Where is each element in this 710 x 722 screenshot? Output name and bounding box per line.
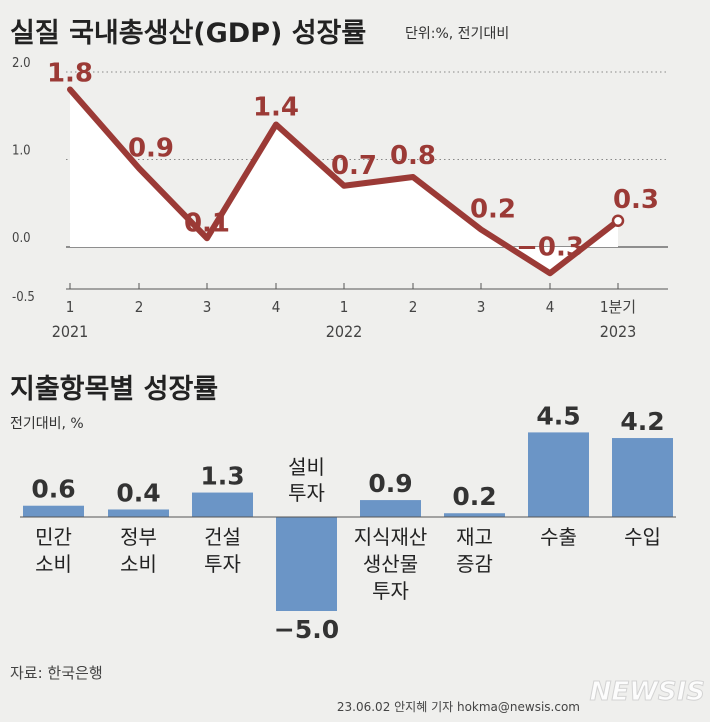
line-chart-value-labels: 1.8 0.9 0.1 1.4 0.7 0.8 0.2−0.3 0.3 <box>47 59 659 263</box>
bar-category-label: 투자 <box>372 579 409 603</box>
bar-value-label: 1.3 <box>200 462 244 491</box>
bar <box>23 505 84 517</box>
bar <box>444 513 505 517</box>
bar-category-label: 건설 <box>204 525 241 549</box>
line-chart-unit: 단위:%, 전기대비 <box>405 26 509 42</box>
source-text: 자료: 한국은행 <box>10 664 103 682</box>
x-tick-label: 1 <box>66 298 75 316</box>
line-chart-title: 실질 국내총생산(GDP) 성장률 <box>10 18 366 49</box>
x-tick-label: 1분기 <box>600 298 636 316</box>
line-value-label: 0.8 <box>390 141 436 171</box>
x-tick-label: 3 <box>203 298 212 316</box>
year-label: 2022 <box>326 322 363 341</box>
line-chart-area <box>70 89 618 274</box>
bar-category-label: 소비 <box>35 552 72 576</box>
bar-value-label: 0.2 <box>452 482 496 511</box>
line-value-label: 0.9 <box>128 133 174 163</box>
bar-category-label: 투자 <box>288 481 325 505</box>
line-value-label: 1.8 <box>47 59 93 89</box>
line-value-label: 0.7 <box>331 151 377 181</box>
y-tick-label: 0.0 <box>12 231 31 246</box>
bar-category-label: 설비 <box>288 455 325 479</box>
bar-category-label: 지식재산 <box>354 525 428 549</box>
year-label: 2023 <box>600 322 637 341</box>
bar-category-label: 재고 <box>456 525 493 549</box>
bar <box>276 517 337 611</box>
line-value-label: 0.2 <box>470 195 516 225</box>
bar <box>192 492 253 517</box>
bar-category-label: 민간 <box>35 525 72 549</box>
bar-category-label: 소비 <box>120 552 157 576</box>
x-tick-label: 2 <box>135 298 144 316</box>
line-chart-x-axis: 1 2 3 4 1 2 3 4 1분기 2021 2022 2023 <box>52 283 668 341</box>
bar-category-label: 투자 <box>204 552 241 576</box>
x-tick-label: 4 <box>272 298 281 316</box>
newsis-logo: NEWSIS <box>590 677 705 707</box>
bar-category-label: 수입 <box>624 525 661 549</box>
line-area-fill <box>70 89 618 274</box>
bar-value-label: 4.5 <box>536 401 580 430</box>
gdp-line <box>67 86 621 277</box>
bar-category-label: 증감 <box>456 552 493 576</box>
latest-point-marker <box>611 214 625 227</box>
bar-category-label: 수출 <box>540 525 577 549</box>
bar <box>360 500 421 517</box>
y-tick-label: 2.0 <box>12 56 31 71</box>
x-tick-label: 1 <box>340 298 349 316</box>
credit-text: 23.06.02 안지혜 기자 hokma@newsis.com <box>337 700 580 714</box>
year-label: 2021 <box>52 322 89 341</box>
bar <box>612 438 673 517</box>
bar-value-label: 0.4 <box>116 478 160 507</box>
bar-category-label: 정부 <box>120 525 157 549</box>
bar-chart-title: 지출항목별 성장률 <box>10 374 218 405</box>
line-value-label: 0.3 <box>613 185 659 215</box>
line-value-label: 1.4 <box>253 93 299 123</box>
bar-value-label: 0.9 <box>368 469 412 498</box>
bar-chart-unit: 전기대비, % <box>10 416 84 432</box>
bar-category-label: 생산물 <box>363 552 418 576</box>
bar-value-label: 4.2 <box>620 407 664 436</box>
bar-value-label: 0.6 <box>31 475 75 504</box>
line-value-label: −0.3 <box>516 232 584 262</box>
x-tick-label: 3 <box>477 298 486 316</box>
bar-value-label: −5.0 <box>274 615 339 644</box>
line-value-label: 0.1 <box>184 208 230 238</box>
bar <box>528 432 589 517</box>
x-tick-label: 4 <box>546 298 555 316</box>
x-tick-label: 2 <box>409 298 418 316</box>
line-chart-series <box>67 86 625 277</box>
bar <box>108 509 169 517</box>
y-tick-label: 1.0 <box>12 144 31 159</box>
y-tick-label: -0.5 <box>12 290 35 305</box>
